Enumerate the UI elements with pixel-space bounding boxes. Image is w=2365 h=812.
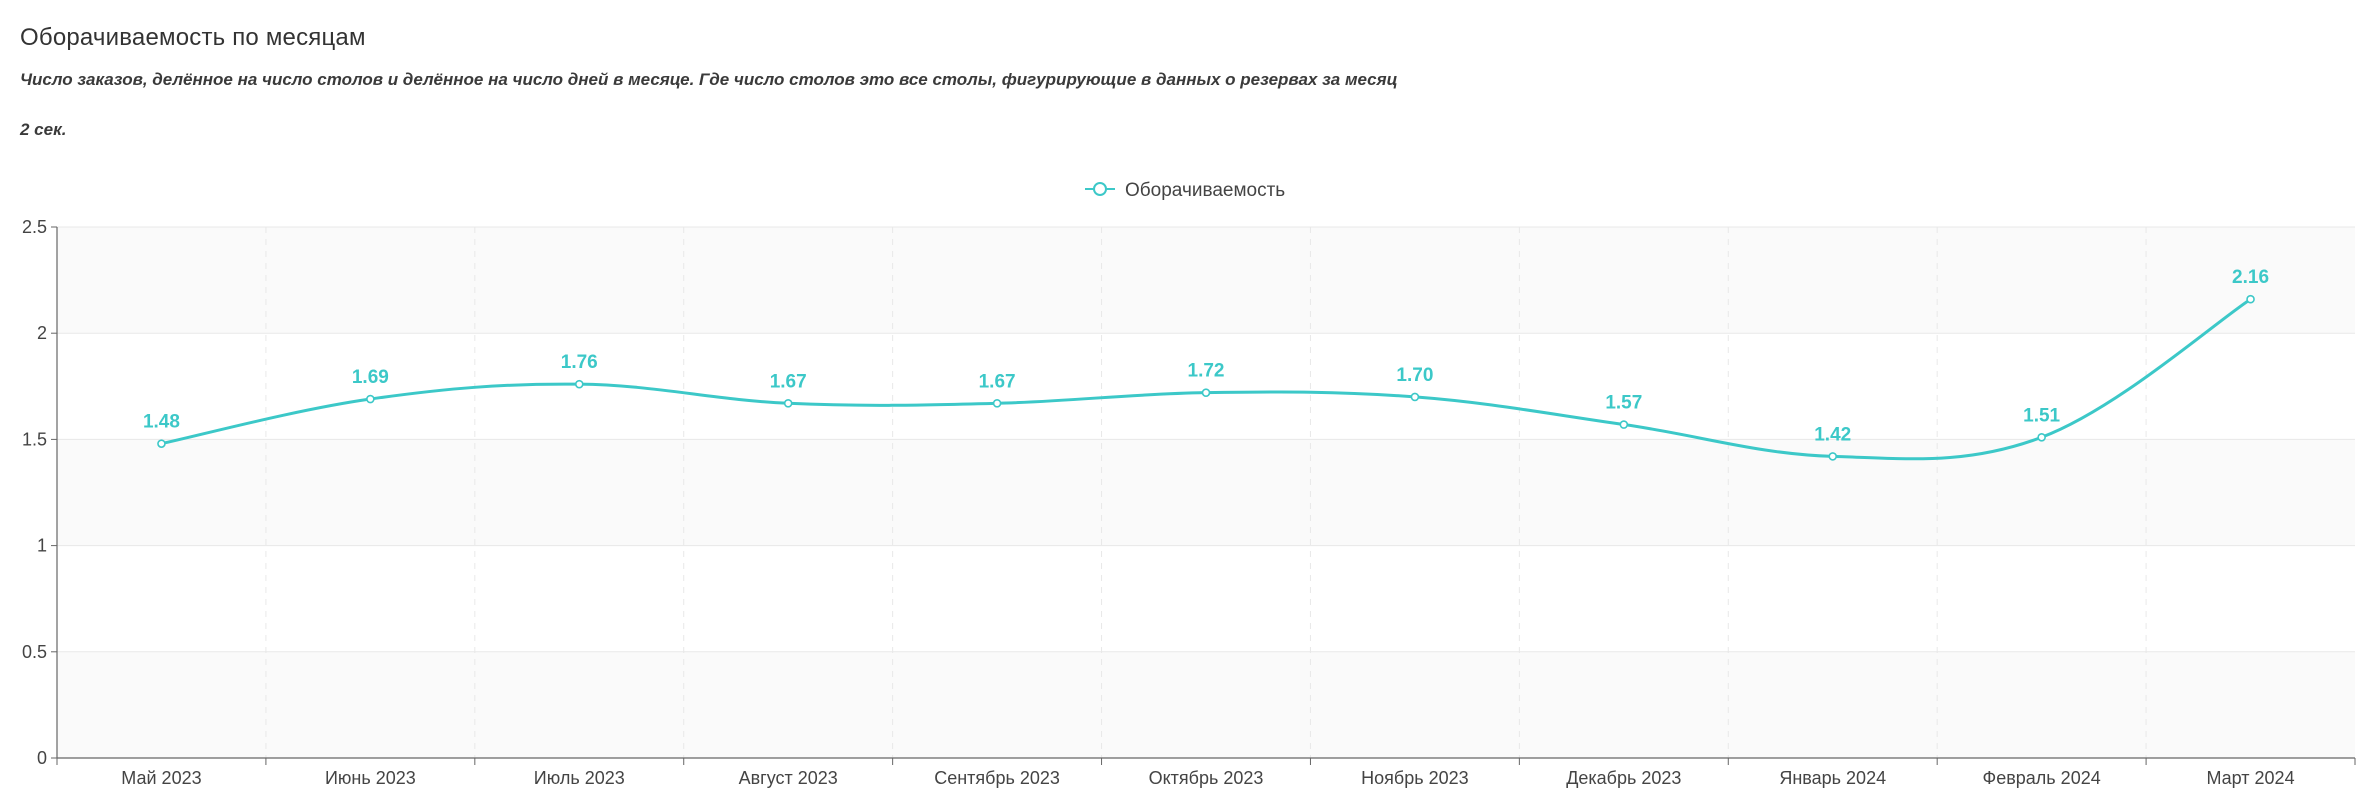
data-point	[574, 379, 584, 389]
x-tick-label: Июль 2023	[534, 768, 625, 788]
y-tick-label: 0	[37, 748, 47, 768]
data-label: 1.72	[1188, 361, 1225, 382]
x-tick-label: Декабрь 2023	[1566, 768, 1681, 788]
chart-legend[interactable]: Оборачиваемость	[1085, 180, 1285, 201]
data-label: 1.70	[1396, 365, 1433, 386]
data-point	[1619, 420, 1629, 429]
chart-series	[157, 294, 2255, 461]
y-tick-label: 0.5	[22, 642, 47, 662]
chart-header: Оборачиваемость по месяцам Число заказов…	[20, 24, 2345, 140]
data-label: 1.57	[1605, 393, 1642, 414]
data-point	[1410, 392, 1420, 402]
x-tick-label: Май 2023	[121, 768, 201, 788]
data-point	[1201, 388, 1211, 397]
data-label: 1.67	[770, 371, 807, 392]
page-title: Оборачиваемость по месяцам	[20, 24, 366, 51]
x-tick-label: Октябрь 2023	[1149, 768, 1264, 788]
data-point	[992, 398, 1002, 408]
legend-label: Оборачиваемость	[1125, 180, 1285, 201]
chart-description: Число заказов, делённое на число столов …	[20, 70, 1398, 89]
y-tick-label: 1.5	[22, 429, 47, 449]
data-label: 1.48	[143, 412, 180, 433]
data-label: 2.16	[2232, 267, 2269, 288]
data-point	[366, 394, 375, 404]
grid-band	[57, 651, 2355, 758]
chart-grid	[57, 226, 2355, 758]
y-tick-label: 2	[37, 323, 47, 343]
query-time: 2 сек.	[20, 120, 67, 139]
line-chart: 0 0.5 1 1.5 2 2.5 Май 2023 Июнь 2023 Июль 2023 Ав…	[22, 180, 2356, 788]
data-point	[2246, 294, 2255, 304]
x-tick-label: Февраль 2024	[1983, 768, 2101, 788]
chart-bands	[57, 227, 2355, 758]
chart-axes: 0 0.5 1 1.5 2 2.5 Май 2023 Июнь 2023 Июль 2023 Ав…	[22, 217, 2356, 788]
data-point	[2037, 432, 2046, 442]
data-label: 1.67	[979, 371, 1016, 392]
y-tick-label: 2.5	[22, 217, 47, 237]
data-point	[783, 398, 793, 408]
x-tick-label: Сентябрь 2023	[934, 768, 1060, 788]
legend-swatch-marker	[1093, 182, 1107, 196]
x-tick-label: Август 2023	[739, 768, 838, 788]
data-point	[157, 439, 166, 448]
data-label: 1.42	[1814, 424, 1851, 445]
x-tick-label: Ноябрь 2023	[1361, 768, 1469, 788]
data-label: 1.69	[352, 367, 389, 388]
data-label: 1.51	[2023, 405, 2060, 426]
chart-data-labels: 1.48 1.69 1.76 1.67 1.67 1.72 1.70 1.57 1.42 1.51…	[143, 267, 2269, 445]
data-point	[1828, 452, 1838, 461]
x-tick-label: Июнь 2023	[325, 768, 416, 788]
grid-band	[57, 227, 2355, 334]
grid-band	[57, 439, 2355, 546]
x-tick-label: Март 2024	[2206, 768, 2294, 788]
data-label: 1.76	[561, 352, 598, 373]
y-tick-label: 1	[37, 536, 47, 556]
x-tick-label: Январь 2024	[1779, 768, 1886, 788]
